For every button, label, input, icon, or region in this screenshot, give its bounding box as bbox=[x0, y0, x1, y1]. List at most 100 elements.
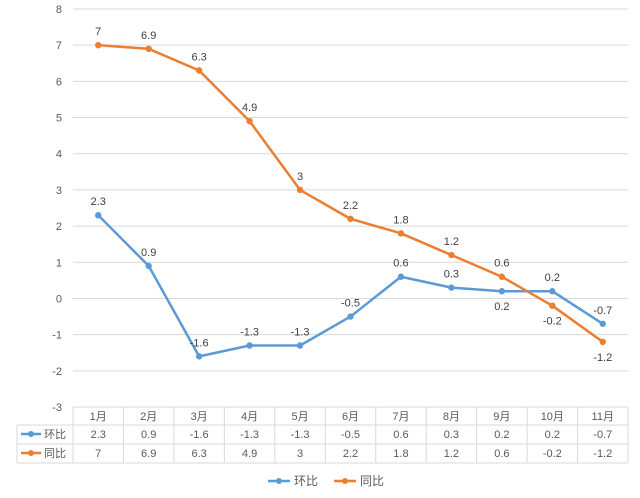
table-cell: 6.9 bbox=[141, 448, 156, 460]
x-tick-label: 10月 bbox=[541, 411, 564, 423]
data-point bbox=[498, 288, 506, 295]
legend-label: 环比 bbox=[294, 474, 318, 488]
data-label: 0.9 bbox=[141, 247, 156, 259]
table-cell: 6.3 bbox=[191, 448, 206, 460]
y-tick-label: 3 bbox=[56, 185, 62, 197]
table-cell: -0.7 bbox=[593, 429, 612, 441]
table-cell: 2.3 bbox=[91, 429, 106, 441]
table-cell: 3 bbox=[297, 448, 303, 460]
table-cell: -1.2 bbox=[593, 448, 612, 460]
legend-marker bbox=[342, 478, 348, 484]
data-point bbox=[397, 230, 405, 237]
data-point bbox=[498, 273, 506, 280]
data-label: -1.3 bbox=[240, 326, 259, 338]
x-tick-label: 2月 bbox=[140, 411, 157, 423]
x-tick-label: 7月 bbox=[392, 411, 409, 423]
table-cell: -0.2 bbox=[543, 448, 562, 460]
data-label: -0.7 bbox=[593, 305, 612, 317]
table-cell: 0.3 bbox=[444, 429, 459, 441]
data-point bbox=[145, 262, 152, 270]
x-tick-label: 8月 bbox=[443, 411, 460, 423]
table-cell: -1.6 bbox=[190, 429, 209, 441]
data-label: -1.2 bbox=[593, 352, 612, 364]
data-point bbox=[145, 45, 152, 52]
y-tick-label: 6 bbox=[56, 76, 62, 88]
y-tick-label: 1 bbox=[56, 257, 62, 269]
data-label: 2.2 bbox=[343, 200, 358, 212]
data-point bbox=[95, 212, 102, 219]
legend-marker bbox=[276, 478, 282, 484]
data-label: 1.8 bbox=[393, 214, 408, 226]
data-point bbox=[599, 320, 606, 327]
table-cell: 1.8 bbox=[393, 448, 408, 460]
data-point bbox=[296, 186, 304, 194]
x-tick-label: 1月 bbox=[90, 411, 107, 423]
data-point bbox=[246, 117, 253, 125]
data-label: 6.3 bbox=[191, 52, 206, 64]
y-tick-label: 7 bbox=[56, 40, 62, 52]
y-tick-label: 8 bbox=[56, 4, 62, 16]
table-cell: 1.2 bbox=[444, 448, 459, 460]
data-point bbox=[195, 353, 203, 360]
y-tick-label: -1 bbox=[52, 330, 62, 342]
table-cell: 0.2 bbox=[545, 429, 560, 441]
table-cell: 7 bbox=[95, 448, 101, 460]
data-label: 0.3 bbox=[444, 269, 459, 281]
data-point bbox=[347, 215, 354, 223]
x-tick-label: 3月 bbox=[191, 411, 208, 423]
data-point bbox=[397, 273, 405, 280]
data-point bbox=[448, 284, 455, 291]
table-cell: 0.2 bbox=[494, 429, 509, 441]
data-label: 6.9 bbox=[141, 30, 156, 42]
data-point bbox=[347, 313, 354, 320]
x-tick-label: 4月 bbox=[241, 411, 258, 423]
table-cell: -1.3 bbox=[240, 429, 259, 441]
table-cell: 4.9 bbox=[242, 448, 257, 460]
series-line bbox=[97, 214, 604, 358]
data-label: 2.3 bbox=[91, 196, 106, 208]
y-tick-label: 4 bbox=[56, 149, 62, 161]
table-legend-marker bbox=[28, 450, 34, 456]
data-point bbox=[549, 302, 556, 309]
table-series-name: 同比 bbox=[44, 447, 66, 460]
legend-label: 同比 bbox=[360, 474, 384, 488]
data-label: 0.6 bbox=[494, 258, 509, 270]
data-label: -1.6 bbox=[190, 337, 209, 349]
x-tick-label: 5月 bbox=[291, 411, 308, 423]
data-point bbox=[296, 342, 304, 349]
data-label: 3 bbox=[297, 171, 303, 183]
data-label: 7 bbox=[95, 26, 101, 38]
x-tick-label: 9月 bbox=[493, 411, 510, 423]
y-tick-label: 0 bbox=[56, 293, 62, 305]
data-point bbox=[448, 251, 455, 259]
data-point bbox=[246, 342, 253, 349]
data-label: 0.2 bbox=[494, 301, 509, 313]
table-cell: -0.5 bbox=[341, 429, 360, 441]
table-cell: -1.3 bbox=[291, 429, 310, 441]
data-label: -1.3 bbox=[291, 326, 310, 338]
table-legend-marker bbox=[28, 431, 34, 437]
data-label: 0.2 bbox=[545, 272, 560, 284]
table-cell: 0.6 bbox=[494, 448, 509, 460]
x-tick-label: 6月 bbox=[342, 411, 359, 423]
y-tick-label: 5 bbox=[56, 113, 62, 125]
y-tick-label: 2 bbox=[56, 221, 62, 233]
data-point bbox=[195, 67, 203, 74]
table-cell: 0.6 bbox=[393, 429, 408, 441]
y-tick-label: -2 bbox=[52, 366, 62, 378]
x-tick-label: 11月 bbox=[592, 411, 614, 423]
data-point bbox=[599, 338, 606, 346]
table-cell: 0.9 bbox=[141, 429, 156, 441]
data-label: 0.6 bbox=[393, 258, 408, 270]
table-series-name: 环比 bbox=[44, 428, 66, 441]
table-cell: 2.2 bbox=[343, 448, 358, 460]
data-label: 4.9 bbox=[242, 102, 257, 114]
data-point bbox=[549, 288, 556, 295]
y-tick-label: -3 bbox=[52, 402, 62, 414]
data-point bbox=[95, 41, 102, 49]
data-label: 1.2 bbox=[444, 236, 459, 248]
data-label: -0.5 bbox=[341, 298, 360, 310]
data-label: -0.2 bbox=[543, 316, 562, 328]
